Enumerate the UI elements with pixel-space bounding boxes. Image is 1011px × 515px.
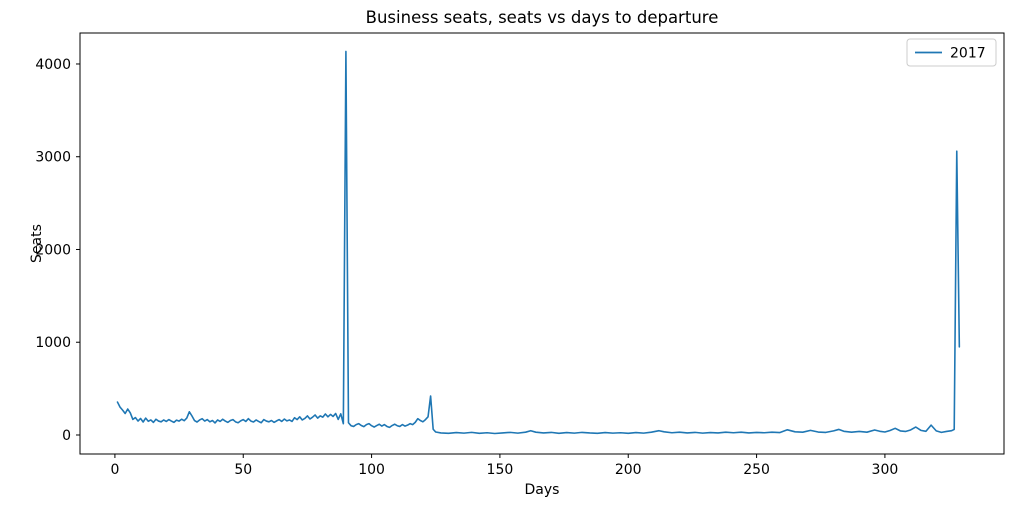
x-tick-label: 200 [615, 462, 642, 478]
y-axis-ticks: 0 1000 2000 3000 4000 [35, 57, 80, 444]
legend-label: 2017 [950, 46, 986, 62]
x-tick-label: 300 [872, 462, 899, 478]
legend-box [906, 38, 997, 67]
y-tick-label: 2000 [35, 242, 71, 258]
x-tick-label: 50 [234, 462, 252, 478]
x-axis-ticks: 0 50 100 150 200 250 300 [110, 454, 898, 478]
data-line-2017 [116, 50, 961, 435]
x-axis-label: Days [525, 482, 560, 498]
x-tick-label: 100 [358, 462, 385, 478]
legend: 2017 [906, 38, 997, 67]
x-tick-label: 150 [487, 462, 514, 478]
plot-area-frame [79, 32, 1005, 455]
y-axis-label: Seats [29, 224, 45, 263]
chart-title: Business seats, seats vs days to departu… [366, 8, 719, 27]
x-tick-label: 0 [110, 462, 119, 478]
y-tick-label: 4000 [35, 57, 71, 73]
y-tick-label: 3000 [35, 150, 71, 166]
y-tick-label: 1000 [35, 335, 71, 351]
y-tick-label: 0 [62, 428, 71, 444]
x-tick-label: 250 [743, 462, 770, 478]
